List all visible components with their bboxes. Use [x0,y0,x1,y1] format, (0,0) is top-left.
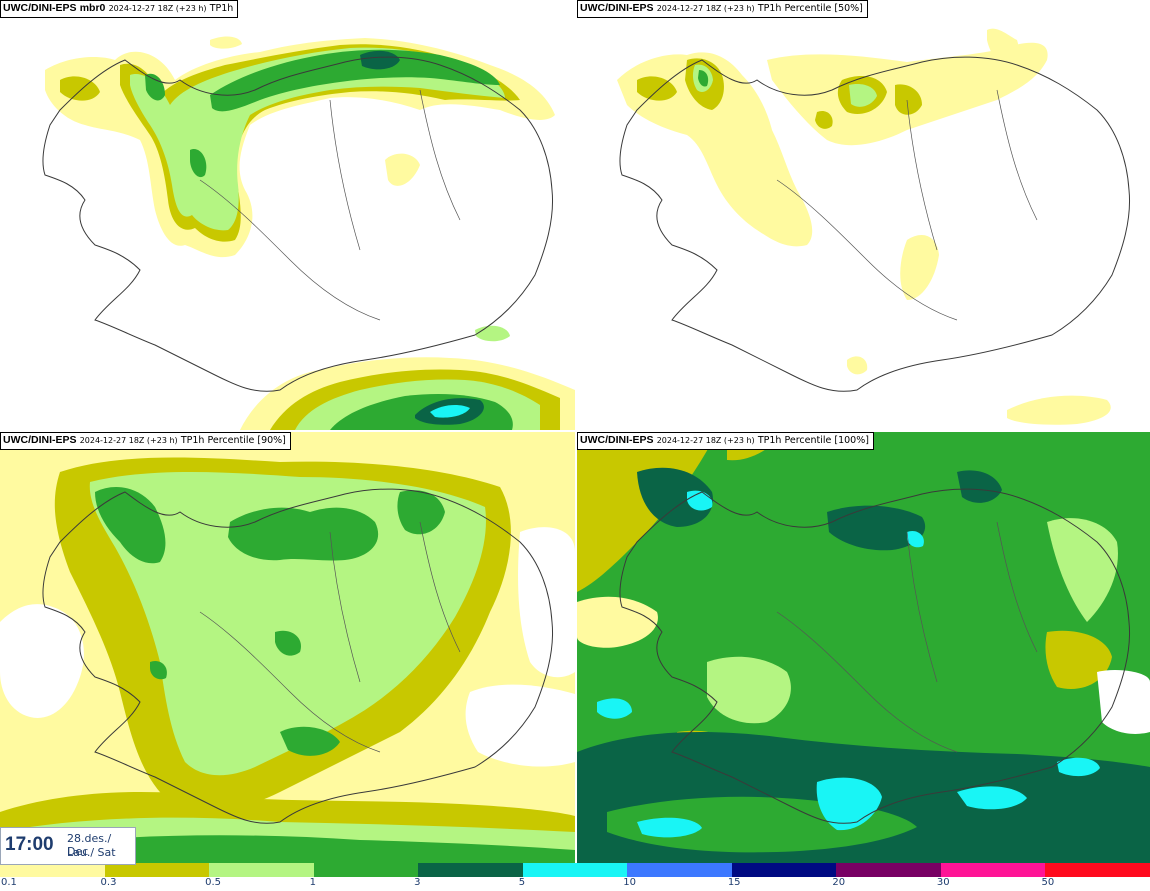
map-panel-p90: UWC/DINI-EPS 2024-12-27 18Z (+23 h) TP1h… [0,432,575,863]
precip-field [0,432,575,863]
precip-map-p90 [0,432,575,863]
panel-title-p100: UWC/DINI-EPS 2024-12-27 18Z (+23 h) TP1h… [577,432,874,450]
precip-field [617,28,1111,425]
precip-map-p100 [577,432,1150,863]
coastline [42,488,554,824]
legend-tick-label: 15 [727,877,741,888]
legend-swatch [313,863,419,877]
legend-swatch [209,863,314,877]
legend-swatch [418,863,523,877]
valid-date: 28.des./ Dec [67,832,112,858]
coastline [619,488,1131,824]
legend-tick-label: 5 [518,877,526,888]
legend-tick-label: 0.1 [1,877,17,888]
legend-tick-label: 3 [414,877,421,888]
map-panel-p50: UWC/DINI-EPS 2024-12-27 18Z (+23 h) TP1h… [577,0,1150,430]
legend-tick-label: 20 [832,877,846,888]
map-panel-mbr0: UWC/DINI-EPS mbr0 2024-12-27 18Z (+23 h)… [0,0,575,430]
map-panel-p100: UWC/DINI-EPS 2024-12-27 18Z (+23 h) TP1h… [577,432,1150,863]
legend-swatch [522,863,628,877]
legend-swatch [104,863,210,877]
coastline [42,56,554,392]
legend-tick-label: 30 [936,877,950,888]
precip-map-p50 [617,28,1131,425]
valid-time: 17:00 [5,834,54,855]
legend-tick-label: 0.5 [205,877,221,888]
legend-swatch [1045,863,1150,877]
panel-separator-horizontal [0,430,1150,432]
color-legend: 0.1 0.3 0.5 1 3 5 10 15 20 30 50 [0,863,1150,891]
coastline [619,56,1131,392]
legend-tick-label: 50 [1041,877,1055,888]
precip-map-mbr0 [42,36,575,430]
legend-swatch [836,863,941,877]
valid-weekday: Lau./ Sat [67,846,116,859]
legend-swatch [0,863,105,877]
legend-tick-label: 1 [309,877,316,888]
legend-swatch [940,863,1046,877]
precip-field [45,36,575,430]
panel-title-mbr0: UWC/DINI-EPS mbr0 2024-12-27 18Z (+23 h)… [0,0,239,18]
valid-time-box: 17:00 28.des./ Dec Lau./ Sat [0,827,136,865]
precip-field [577,432,1150,863]
legend-tick-label: 10 [623,877,636,888]
panel-title-p50: UWC/DINI-EPS 2024-12-27 18Z (+23 h) TP1h… [577,0,868,18]
legend-tick-label: 0.3 [100,877,117,888]
legend-swatch [627,863,732,877]
panel-title-p90: UWC/DINI-EPS 2024-12-27 18Z (+23 h) TP1h… [0,432,291,450]
legend-swatch [731,863,837,877]
